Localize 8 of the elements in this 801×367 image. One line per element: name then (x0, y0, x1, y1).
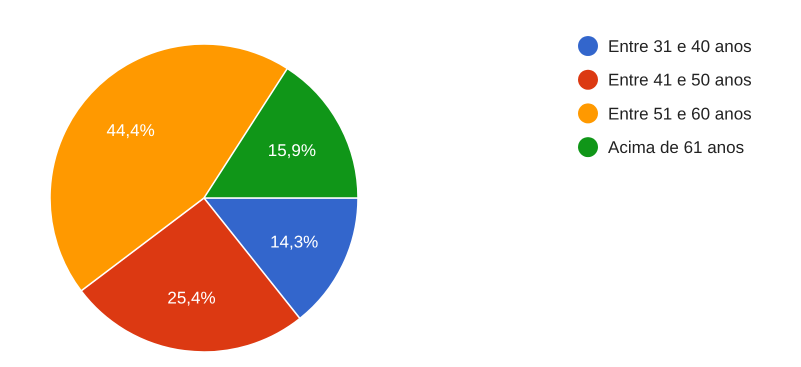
data-label: 15,9% (268, 141, 316, 160)
legend-label: Entre 31 e 40 anos (608, 36, 752, 56)
data-label: 44,4% (106, 120, 155, 140)
legend-label: Acima de 61 anos (608, 138, 744, 158)
data-label: 14,3% (270, 232, 318, 252)
data-label: 25,4% (167, 288, 216, 308)
legend-label: Entre 51 e 60 anos (608, 104, 752, 124)
legend-label: Entre 41 e 50 anos (608, 70, 752, 90)
